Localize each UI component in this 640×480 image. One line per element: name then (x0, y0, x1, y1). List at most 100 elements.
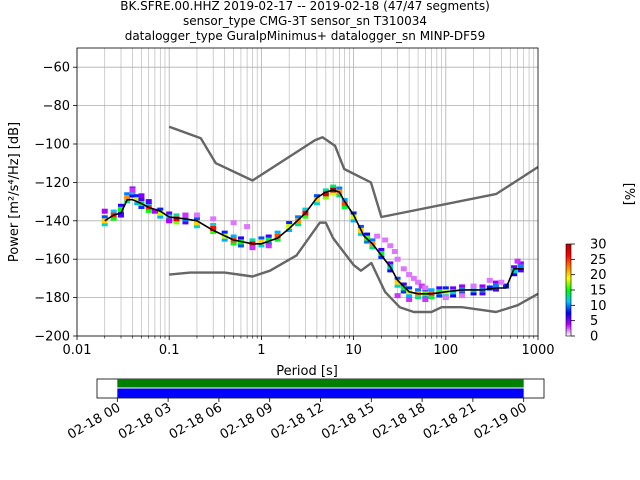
density-cell (101, 208, 108, 214)
density-cell (442, 286, 449, 290)
density-cell (124, 192, 131, 196)
density-cell (459, 293, 466, 299)
timeline-bars (117, 379, 524, 398)
density-cell (350, 211, 357, 215)
density-cell (124, 195, 131, 201)
density-cell (378, 247, 385, 251)
density-cell (517, 261, 524, 265)
density-cell (517, 264, 524, 270)
density-cell (151, 208, 158, 214)
x-tick-label: 10 (345, 343, 362, 358)
density-cell (117, 212, 124, 218)
density-cell (442, 295, 449, 301)
density-cell (330, 192, 337, 196)
density-cell (210, 230, 217, 234)
density-cell (265, 243, 272, 249)
density-cell (237, 244, 244, 248)
density-cell (274, 233, 281, 239)
density-cell (101, 215, 108, 219)
colorbar-tick-label: 5 (590, 314, 598, 329)
colorbar-tick-label: 20 (590, 268, 607, 283)
density-cell (382, 237, 389, 243)
density-cell (492, 280, 499, 284)
model-line (168, 125, 539, 219)
x-axis-ticks: 0.01 0.1 1 10 100 1000 (63, 336, 555, 358)
density-cell (182, 221, 189, 225)
density-cell (101, 218, 108, 224)
y-tick-label: −200 (34, 330, 70, 345)
density-cell (350, 214, 357, 220)
density-cell (274, 238, 281, 242)
density-cell (369, 238, 376, 242)
density-cell (110, 209, 117, 213)
density-cell (210, 216, 217, 222)
density-cell (511, 265, 518, 269)
y-tick-label: −120 (34, 176, 70, 191)
density-cell (492, 288, 499, 292)
density-cell (341, 198, 348, 202)
density-cell (517, 269, 524, 273)
colorbar-tick-label: 30 (590, 238, 607, 253)
density-cell (341, 201, 348, 207)
density-cell (249, 238, 256, 242)
colorbar-tick-label: 15 (590, 284, 607, 299)
density-cell (221, 238, 228, 242)
y-axis-label: Power [m²/s⁴/Hz] [dB] (7, 122, 22, 262)
density-cell (265, 237, 272, 243)
density-cell (400, 290, 407, 294)
density-cell (258, 244, 265, 248)
density-cell (157, 207, 164, 211)
title-line-2: sensor_type CMG-3T sensor_sn T310034 (183, 14, 427, 28)
density-cell (357, 232, 364, 236)
density-cell (428, 288, 435, 292)
density-cell (134, 197, 141, 203)
x-tick-label: 0.01 (63, 343, 92, 358)
ppsd-plot: 0.01 0.1 1 10 100 1000 −200 −180 −160 −140 −120 −1… (7, 47, 555, 379)
density-cell (302, 215, 309, 219)
density-cell (394, 279, 401, 285)
density-cell (350, 219, 357, 223)
density-cell (378, 250, 385, 256)
density-cell (157, 210, 164, 216)
y-axis-ticks: −200 −180 −160 −140 −120 −100 −80 −60 (34, 61, 77, 345)
density-cell (394, 256, 401, 262)
density-cell (330, 184, 337, 188)
colorbar-tick-label: 0 (590, 330, 598, 345)
density-cell (422, 297, 429, 303)
density-cell (221, 230, 228, 234)
y-tick-label: −140 (34, 214, 70, 229)
density-cell (166, 211, 173, 215)
density-cell (394, 276, 401, 280)
density-cell (322, 188, 329, 192)
density-cell (124, 200, 131, 204)
density-cell (400, 282, 407, 286)
colorbar-gradient (565, 243, 572, 337)
density-cell (387, 243, 394, 249)
density-cell (336, 194, 343, 198)
density-cell (138, 206, 145, 210)
density-cell (193, 225, 200, 229)
density-cell (400, 285, 407, 291)
density-cell (450, 289, 457, 295)
x-tick-label: 1 (257, 343, 265, 358)
density-cell (436, 286, 443, 290)
density-cell (286, 221, 293, 225)
density-cell (415, 296, 422, 300)
density-cell (193, 217, 200, 221)
density-cell (336, 186, 343, 190)
density-cell (406, 294, 413, 298)
density-cell (193, 212, 200, 218)
density-cell (364, 232, 371, 236)
x-tick-label: 0.1 (159, 343, 180, 358)
y-tick-label: −60 (43, 61, 70, 76)
density-cell (511, 273, 518, 277)
density-cell (406, 272, 413, 278)
density-cell (394, 293, 401, 299)
density-cell (387, 269, 394, 273)
colorbar-tick-label: 10 (590, 299, 607, 314)
density-cell (193, 220, 200, 226)
